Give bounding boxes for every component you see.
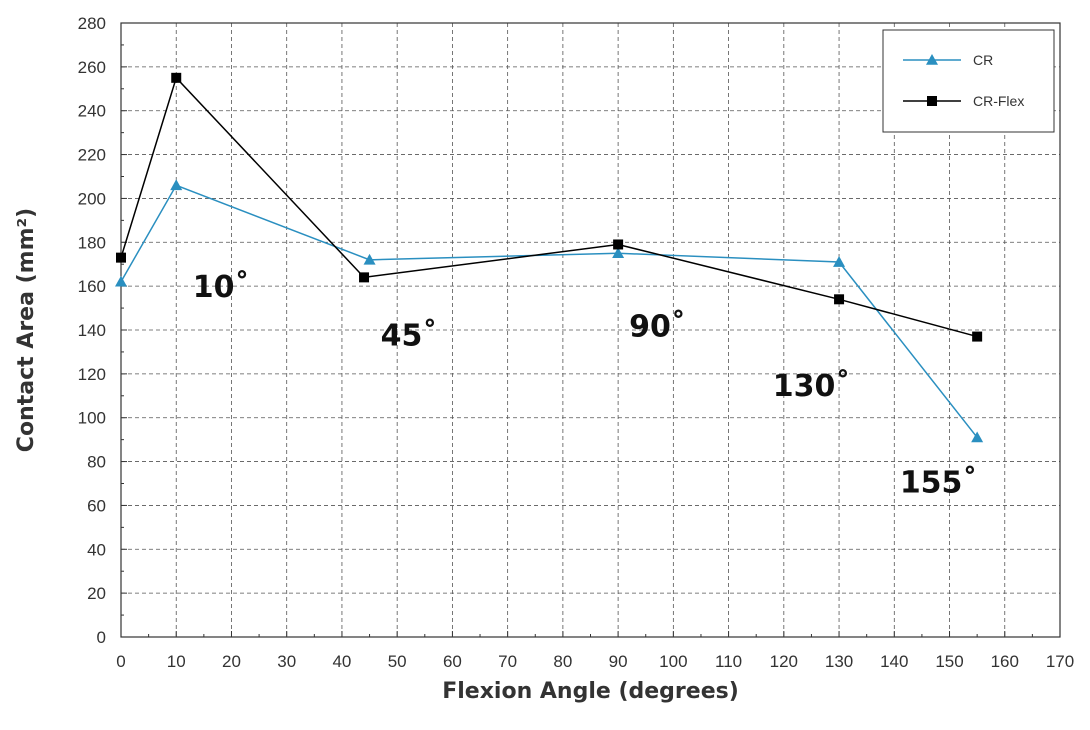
data-point-cr xyxy=(971,431,984,443)
data-point-cr xyxy=(170,179,183,191)
data-point-cr-flex xyxy=(116,252,126,263)
data-point-cr-flex xyxy=(834,294,845,305)
data-point-cr xyxy=(612,247,625,259)
y-axis: 0 20 40 60 80 100 120 140 160 180 200 220 240 260 280 xyxy=(78,14,127,647)
x-tick-label: 140 xyxy=(880,652,908,671)
data-point-cr xyxy=(833,256,846,267)
legend-marker-cr xyxy=(926,54,938,65)
data-point-cr-flex xyxy=(972,331,983,342)
x-tick-label: 160 xyxy=(991,652,1019,671)
y-tick-label: 0 xyxy=(97,628,106,647)
x-axis-title: Flexion Angle (degrees) xyxy=(442,679,739,704)
x-tick-label: 70 xyxy=(498,652,517,671)
grid-lines xyxy=(121,23,1060,637)
x-axis: 0 10 20 30 40 50 60 70 80 90 100 110 120 130 140 150 160… xyxy=(116,631,1074,671)
series-line-cr xyxy=(120,184,978,438)
series-layer xyxy=(115,72,984,443)
x-tick-label: 120 xyxy=(770,652,798,671)
series-line-cr-flex xyxy=(120,76,978,338)
legend: CR CR-Flex xyxy=(882,29,1055,133)
y-tick-label: 180 xyxy=(78,233,106,252)
x-tick-label: 30 xyxy=(277,652,296,671)
angle-annotation: 130˚ xyxy=(773,368,851,404)
legend-marker-cr-flex xyxy=(927,96,937,106)
series-cr xyxy=(115,179,984,443)
x-tick-label: 60 xyxy=(443,652,462,671)
legend-label-cr: CR xyxy=(973,52,993,68)
y-tick-label: 200 xyxy=(78,189,106,208)
y-tick-label: 40 xyxy=(87,540,106,559)
data-point-cr xyxy=(363,253,376,265)
y-tick-label: 20 xyxy=(87,584,106,603)
angle-annotation: 155˚ xyxy=(900,464,978,500)
annotations: 10˚ 45˚ 90˚ 130˚ 155˚ xyxy=(193,269,978,500)
y-tick-label: 100 xyxy=(78,409,106,428)
y-tick-label: 240 xyxy=(78,102,106,121)
legend-label-cr-flex: CR-Flex xyxy=(973,93,1024,109)
angle-annotation: 90˚ xyxy=(629,309,686,345)
series-cr-flex xyxy=(116,72,983,342)
x-tick-label: 10 xyxy=(167,652,186,671)
y-tick-label: 280 xyxy=(78,14,106,33)
x-tick-label: 0 xyxy=(116,652,125,671)
x-tick-label: 130 xyxy=(825,652,853,671)
y-tick-label: 120 xyxy=(78,365,106,384)
x-tick-label: 50 xyxy=(388,652,407,671)
x-tick-label: 80 xyxy=(553,652,572,671)
angle-annotation: 45˚ xyxy=(381,317,438,353)
data-point-cr-flex xyxy=(359,272,370,283)
x-tick-label: 170 xyxy=(1046,652,1074,671)
y-tick-label: 60 xyxy=(87,496,106,515)
y-tick-label: 80 xyxy=(87,453,106,472)
data-point-cr-flex xyxy=(613,239,624,250)
y-tick-label: 220 xyxy=(78,146,106,165)
legend-box xyxy=(882,29,1055,133)
x-tick-label: 100 xyxy=(659,652,687,671)
x-tick-label: 20 xyxy=(222,652,241,671)
x-tick-label: 110 xyxy=(715,652,742,671)
y-tick-label: 160 xyxy=(78,277,106,296)
x-tick-label: 150 xyxy=(935,652,963,671)
y-tick-label: 140 xyxy=(78,321,106,340)
angle-annotation: 10˚ xyxy=(193,269,250,305)
y-tick-label: 260 xyxy=(78,58,106,77)
x-tick-label: 90 xyxy=(609,652,628,671)
y-axis-title: Contact Area (mm²) xyxy=(14,208,39,452)
data-point-cr xyxy=(115,275,127,287)
data-point-cr-flex xyxy=(171,72,182,83)
x-tick-label: 40 xyxy=(332,652,351,671)
